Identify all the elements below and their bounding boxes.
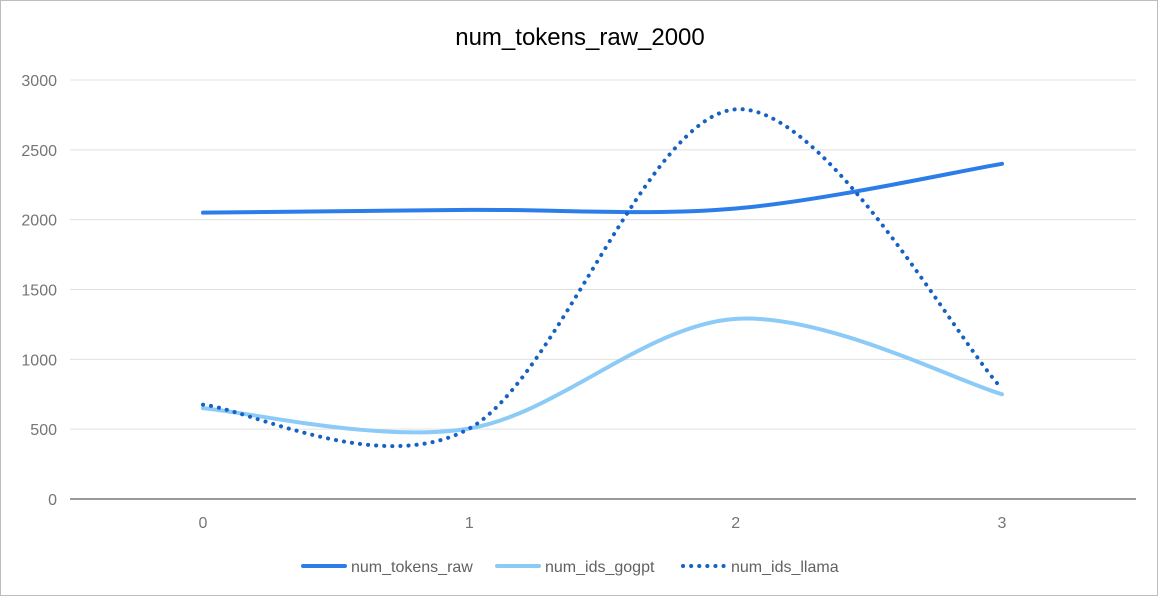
series-line-num-ids-llama bbox=[201, 107, 1004, 449]
y-tick-label: 0 bbox=[48, 492, 57, 509]
x-tick-label: 0 bbox=[199, 515, 208, 532]
y-tick-label: 1000 bbox=[21, 352, 57, 369]
y-tick-label: 500 bbox=[30, 422, 57, 439]
chart-title: num_tokens_raw_2000 bbox=[455, 24, 705, 51]
grid-lines bbox=[70, 79, 1136, 500]
x-tick-label: 2 bbox=[731, 515, 740, 532]
x-axis-ticks: 0 1 2 3 bbox=[199, 515, 1007, 532]
legend-label-num-tokens-raw: num_tokens_raw bbox=[351, 559, 473, 576]
y-tick-label: 1500 bbox=[21, 283, 57, 300]
series-lines bbox=[201, 107, 1004, 449]
y-tick-label: 2500 bbox=[21, 143, 57, 160]
series-line-num-tokens-raw bbox=[201, 161, 1004, 215]
y-axis-ticks: 0 500 1000 1500 2000 2500 3000 bbox=[21, 73, 57, 509]
legend: num_tokens_raw num_ids_gogpt num_ids_llama bbox=[301, 559, 839, 576]
legend-label-num-ids-gogpt: num_ids_gogpt bbox=[545, 559, 655, 576]
legend-label-num-ids-llama: num_ids_llama bbox=[731, 559, 839, 576]
x-tick-label: 1 bbox=[465, 515, 474, 532]
series-line-num-ids-gogpt bbox=[201, 316, 1004, 435]
y-tick-label: 2000 bbox=[21, 213, 57, 230]
y-tick-label: 3000 bbox=[21, 73, 57, 90]
chart-frame bbox=[0, 0, 1158, 596]
x-tick-label: 3 bbox=[998, 515, 1007, 532]
